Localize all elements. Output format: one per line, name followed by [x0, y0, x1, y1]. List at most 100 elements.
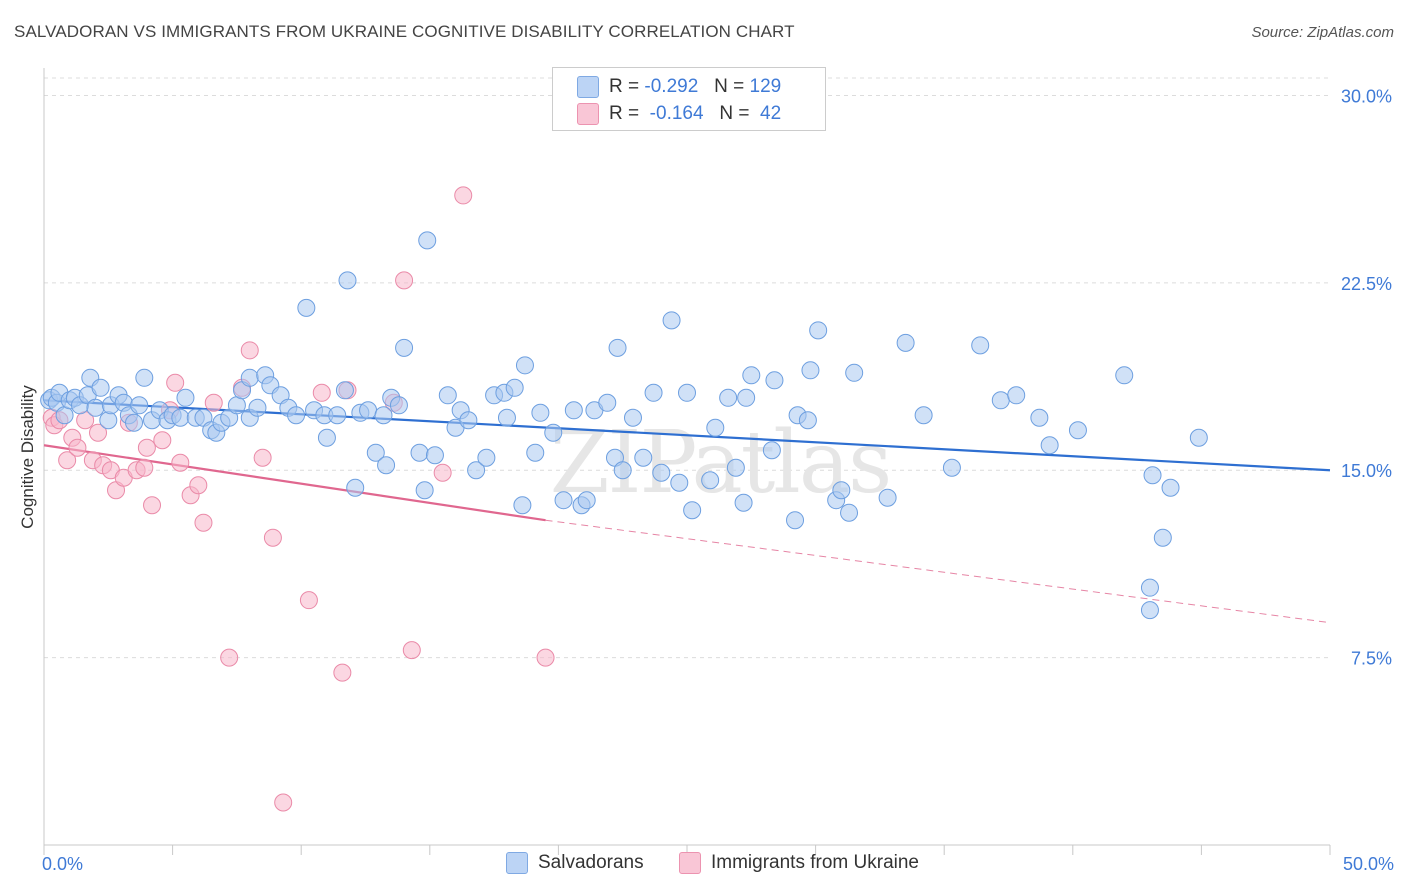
- data-point-ukraine: [240, 341, 259, 360]
- data-point-salvadoran: [1115, 366, 1134, 385]
- data-point-ukraine: [171, 453, 190, 472]
- data-point-salvadoran: [798, 411, 817, 430]
- legend-r-label: R =: [609, 103, 640, 124]
- chart-title: SALVADORAN VS IMMIGRANTS FROM UKRAINE CO…: [14, 22, 795, 41]
- data-point-salvadoran: [786, 511, 805, 530]
- data-point-salvadoran: [719, 388, 738, 407]
- data-point-salvadoran: [544, 423, 563, 442]
- data-point-salvadoran: [86, 398, 105, 417]
- data-point-ukraine: [312, 383, 331, 402]
- data-point-salvadoran: [425, 446, 444, 465]
- legend-row-ukraine: R = -0.164 N = 42: [577, 101, 781, 127]
- axes: [43, 68, 1331, 855]
- data-point-salvadoran: [1007, 386, 1026, 405]
- data-point-salvadoran: [1030, 408, 1049, 427]
- data-point-salvadoran: [832, 481, 851, 500]
- y-tick-label: 7.5%: [1351, 649, 1392, 669]
- data-point-salvadoran: [438, 386, 457, 405]
- data-point-ukraine: [204, 393, 223, 412]
- legend-swatch-pink: [679, 852, 701, 874]
- data-point-salvadoran: [526, 443, 545, 462]
- data-point-salvadoran: [683, 501, 702, 520]
- legend-swatch-pink: [577, 103, 599, 125]
- data-point-salvadoran: [505, 378, 524, 397]
- data-point-salvadoran: [1040, 436, 1059, 455]
- data-point-salvadoran: [737, 388, 756, 407]
- data-point-ukraine: [68, 438, 87, 457]
- data-point-salvadoran: [942, 458, 961, 477]
- data-point-ukraine: [274, 793, 293, 812]
- data-points: [40, 186, 1208, 812]
- y-tick-label: 15.0%: [1341, 461, 1392, 481]
- data-point-salvadoran: [971, 336, 990, 355]
- data-point-salvadoran: [374, 406, 393, 425]
- data-point-salvadoran: [564, 401, 583, 420]
- data-point-salvadoran: [608, 338, 627, 357]
- data-point-ukraine: [89, 423, 108, 442]
- data-point-salvadoran: [1161, 478, 1180, 497]
- data-point-salvadoran: [634, 448, 653, 467]
- data-point-salvadoran: [346, 478, 365, 497]
- data-point-salvadoran: [613, 461, 632, 480]
- data-point-salvadoran: [171, 408, 190, 427]
- data-point-ukraine: [433, 463, 452, 482]
- data-point-salvadoran: [91, 378, 110, 397]
- legend-r-value: -0.292: [644, 76, 699, 97]
- legend-n-value: 129: [749, 76, 782, 97]
- data-point-ukraine: [333, 663, 352, 682]
- data-point-salvadoran: [395, 338, 414, 357]
- legend-correlation: R = -0.292 N = 129 R = -0.164 N = 42: [552, 67, 826, 131]
- legend-swatch-blue: [577, 76, 599, 98]
- data-point-salvadoran: [1068, 421, 1087, 440]
- data-point-ukraine: [220, 648, 239, 667]
- data-point-salvadoran: [914, 406, 933, 425]
- grid-lines: [44, 77, 1330, 659]
- data-point-salvadoran: [726, 458, 745, 477]
- legend-item-ukraine: Immigrants from Ukraine: [679, 852, 919, 874]
- data-point-salvadoran: [1140, 578, 1159, 597]
- data-point-salvadoran: [1140, 601, 1159, 620]
- legend-label: Immigrants from Ukraine: [711, 852, 919, 873]
- legend-label: Salvadorans: [538, 852, 644, 873]
- data-point-salvadoran: [1143, 466, 1162, 485]
- data-point-salvadoran: [317, 428, 336, 447]
- data-point-salvadoran: [297, 298, 316, 317]
- data-point-salvadoran: [896, 333, 915, 352]
- data-point-salvadoran: [99, 411, 118, 430]
- tick-labels: 7.5% 15.0% 22.5% 30.0% 0.0% 50.0%: [42, 86, 1394, 874]
- data-point-salvadoran: [840, 503, 859, 522]
- x-tick-label: 50.0%: [1343, 854, 1394, 874]
- data-point-salvadoran: [623, 408, 642, 427]
- data-point-salvadoran: [240, 368, 259, 387]
- data-point-salvadoran: [706, 418, 725, 437]
- data-point-salvadoran: [377, 456, 396, 475]
- data-point-salvadoran: [125, 413, 144, 432]
- data-point-ukraine: [189, 476, 208, 495]
- data-point-salvadoran: [1153, 528, 1172, 547]
- data-point-salvadoran: [248, 398, 267, 417]
- x-tick-label: 0.0%: [42, 854, 83, 874]
- data-point-salvadoran: [130, 396, 149, 415]
- data-point-salvadoran: [176, 388, 195, 407]
- legend-n-value: 42: [754, 103, 782, 124]
- data-point-salvadoran: [459, 411, 478, 430]
- data-point-salvadoran: [477, 448, 496, 467]
- legend-swatch-blue: [506, 852, 528, 874]
- data-point-ukraine: [137, 438, 156, 457]
- data-point-ukraine: [454, 186, 473, 205]
- data-point-salvadoran: [670, 473, 689, 492]
- legend-row-salvadorans: R = -0.292 N = 129: [577, 74, 781, 100]
- data-point-salvadoran: [742, 366, 761, 385]
- data-point-ukraine: [253, 448, 272, 467]
- legend-item-salvadorans: Salvadorans: [506, 852, 644, 874]
- data-point-ukraine: [153, 431, 172, 450]
- data-point-salvadoran: [531, 403, 550, 422]
- data-point-salvadoran: [287, 406, 306, 425]
- data-point-salvadoran: [809, 321, 828, 340]
- data-point-salvadoran: [598, 393, 617, 412]
- data-point-salvadoran: [227, 396, 246, 415]
- data-point-ukraine: [299, 591, 318, 610]
- data-point-salvadoran: [497, 408, 516, 427]
- data-point-salvadoran: [878, 488, 897, 507]
